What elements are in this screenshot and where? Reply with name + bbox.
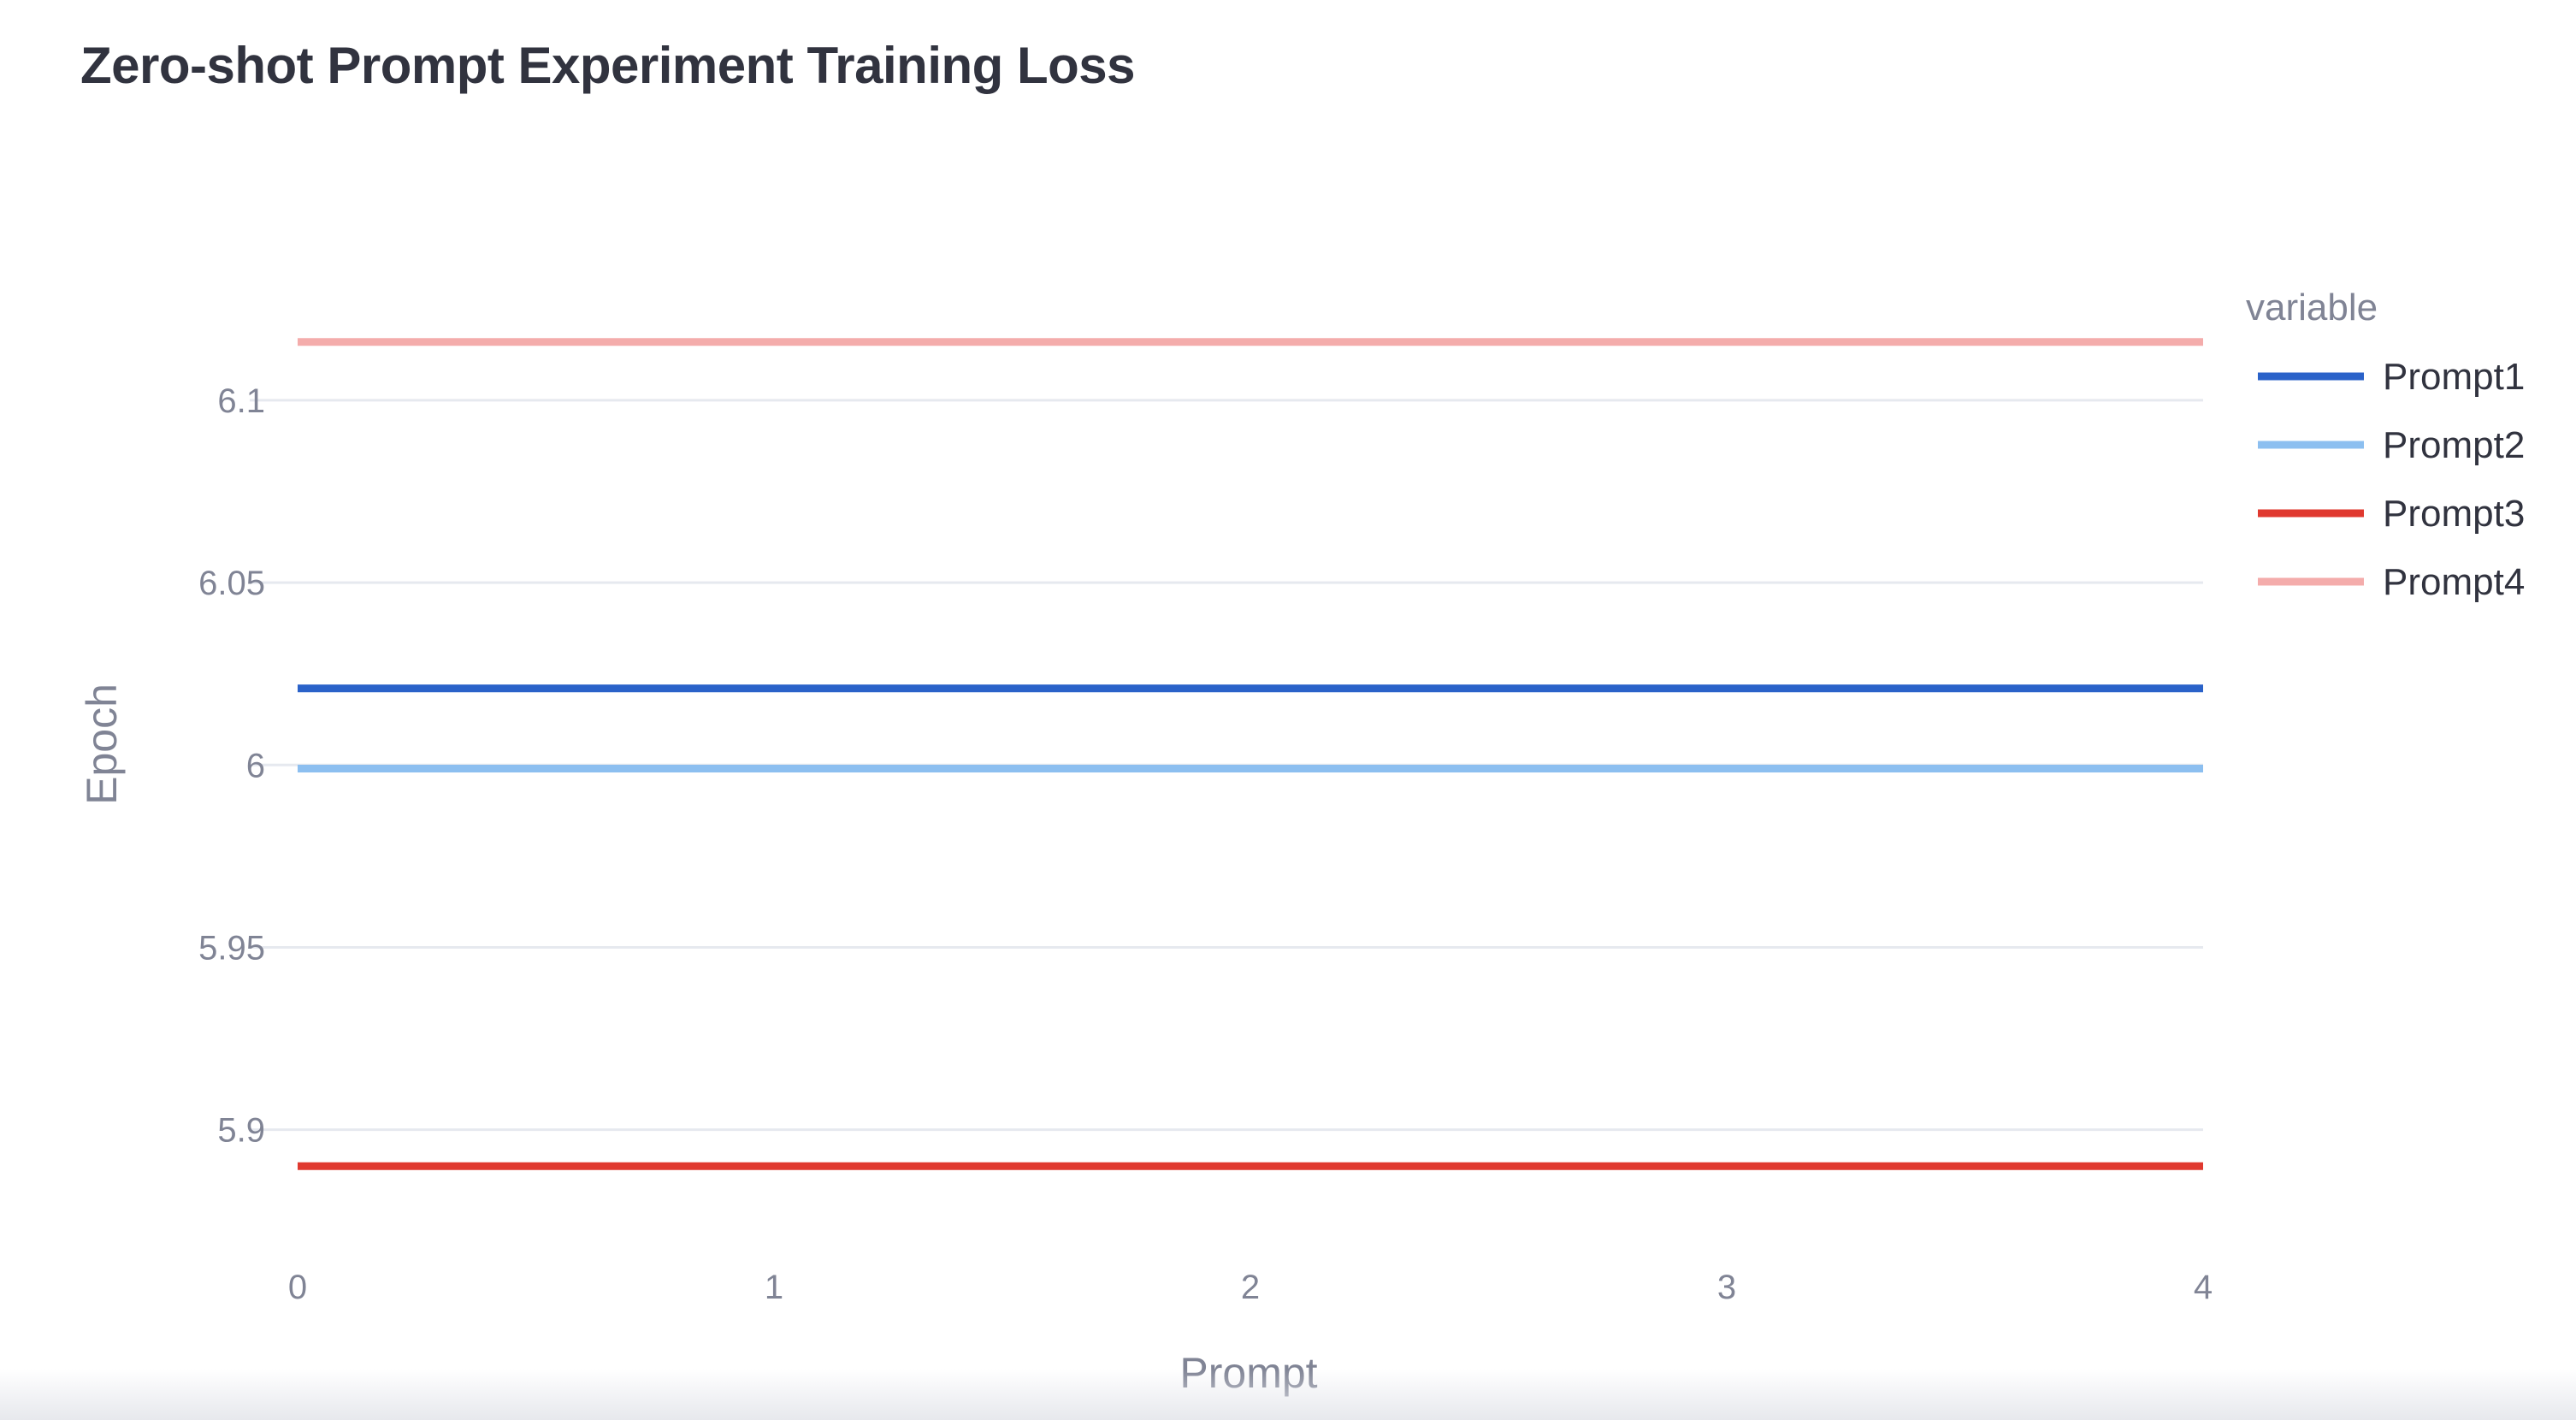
y-axis-ticks: 5.9 5.95 6 6.05 6.1 <box>198 382 265 1150</box>
legend-item-prompt1[interactable]: Prompt1 <box>2258 356 2525 398</box>
legend-title: variable <box>2246 287 2378 328</box>
y-axis-title: Epoch <box>78 683 126 805</box>
legend-item-prompt4[interactable]: Prompt4 <box>2258 561 2525 603</box>
y-tick-label: 5.95 <box>198 929 265 967</box>
legend-item-prompt3[interactable]: Prompt3 <box>2258 493 2525 535</box>
y-tick-label: 6 <box>246 747 265 784</box>
x-tick-label: 0 <box>288 1269 307 1306</box>
bottom-scroll-shadow <box>0 1369 2576 1420</box>
x-tick-label: 2 <box>1241 1269 1260 1306</box>
x-tick-label: 4 <box>2194 1269 2213 1306</box>
x-axis-ticks: 0 1 2 3 4 <box>288 1269 2213 1306</box>
y-tick-label: 6.1 <box>217 382 265 420</box>
series-lines <box>298 338 2203 1170</box>
y-tick-label: 6.05 <box>198 565 265 602</box>
legend[interactable]: variable Prompt1 Prompt2 Prompt3 Prompt4 <box>2246 287 2525 603</box>
y-tick-label: 5.9 <box>217 1112 265 1150</box>
legend-item-prompt2[interactable]: Prompt2 <box>2258 424 2525 466</box>
x-tick-label: 1 <box>765 1269 783 1306</box>
legend-label: Prompt1 <box>2383 356 2525 398</box>
legend-label: Prompt2 <box>2383 424 2525 466</box>
chart-title: Zero-shot Prompt Experiment Training Los… <box>80 37 1136 94</box>
legend-label: Prompt4 <box>2383 561 2525 603</box>
legend-label: Prompt3 <box>2383 493 2525 535</box>
x-tick-label: 3 <box>1717 1269 1736 1306</box>
